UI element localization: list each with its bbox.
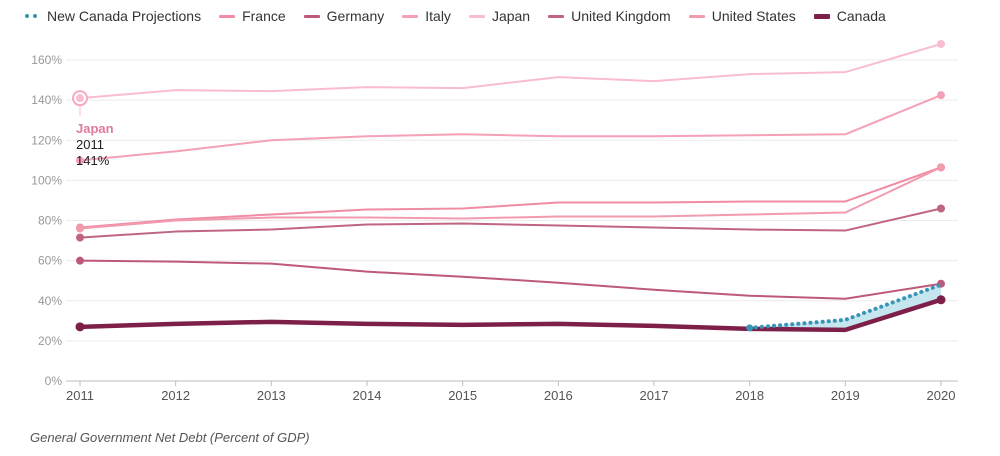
series-point-canada[interactable] bbox=[936, 295, 946, 305]
y-tick-label: 40% bbox=[38, 294, 62, 308]
series-point-canada[interactable] bbox=[75, 322, 85, 332]
legend-swatch bbox=[548, 14, 565, 18]
legend-item-new-canada-projections[interactable]: New Canada Projections bbox=[24, 8, 201, 24]
tooltip: Japan 2011 141% bbox=[72, 90, 114, 168]
y-tick-label: 80% bbox=[38, 214, 62, 228]
legend: New Canada Projections France Germany It… bbox=[24, 6, 904, 26]
series-line-germany[interactable] bbox=[79, 259, 942, 300]
legend-label: Japan bbox=[491, 8, 531, 24]
y-axis: 0% 20% 40% 60% 80% 100% 120% 140% 160% bbox=[31, 53, 62, 388]
legend-label: France bbox=[242, 8, 286, 24]
series-line-united-kingdom[interactable] bbox=[79, 207, 942, 239]
legend-label: New Canada Projections bbox=[47, 8, 202, 24]
series-point-new-canada-projections[interactable] bbox=[746, 324, 754, 332]
series-line-italy[interactable] bbox=[79, 94, 942, 162]
legend-item-united-states[interactable]: United States bbox=[688, 8, 796, 24]
x-tick-label: 2016 bbox=[544, 388, 573, 403]
x-tick-label: 2014 bbox=[353, 388, 382, 403]
legend-swatch bbox=[402, 14, 419, 18]
x-tick-label: 2013 bbox=[257, 388, 286, 403]
legend-label: United Kingdom bbox=[571, 8, 671, 24]
series-point-united-states[interactable] bbox=[937, 163, 945, 172]
y-tick-label: 0% bbox=[45, 374, 63, 388]
tooltip-year: 2011 bbox=[76, 137, 104, 152]
legend-swatch bbox=[24, 14, 40, 18]
y-tick-label: 160% bbox=[31, 53, 62, 67]
x-tick-label: 2020 bbox=[927, 388, 956, 403]
series-line-united-states[interactable] bbox=[79, 166, 942, 230]
legend-item-united-kingdom[interactable]: United Kingdom bbox=[548, 8, 671, 24]
legend-label: Germany bbox=[326, 8, 385, 24]
legend-item-france[interactable]: France bbox=[219, 8, 286, 24]
x-axis: 2011 2012 2013 2014 2015 2016 2017 2018 2019 2020 bbox=[66, 381, 955, 403]
x-tick-label: 2011 bbox=[66, 388, 94, 403]
series-line-france[interactable] bbox=[79, 166, 942, 229]
y-tick-label: 120% bbox=[31, 133, 62, 147]
tooltip-series: Japan bbox=[76, 121, 114, 136]
x-tick-label: 2019 bbox=[831, 388, 860, 403]
legend-swatch bbox=[219, 14, 236, 18]
series-point-italy[interactable] bbox=[937, 91, 945, 100]
chart-caption: General Government Net Debt (Percent of … bbox=[30, 430, 310, 445]
series-point-united-states[interactable] bbox=[76, 224, 84, 233]
y-tick-label: 60% bbox=[38, 254, 62, 268]
y-tick-label: 100% bbox=[31, 173, 62, 187]
y-tick-label: 140% bbox=[31, 93, 62, 107]
series-line-japan[interactable] bbox=[79, 43, 942, 100]
series-point-japan[interactable] bbox=[937, 40, 945, 49]
gridlines bbox=[66, 59, 958, 382]
legend-item-italy[interactable]: Italy bbox=[402, 8, 451, 24]
legend-item-germany[interactable]: Germany bbox=[303, 8, 385, 24]
tooltip-value: 141% bbox=[76, 153, 110, 168]
series-line-canada[interactable] bbox=[77, 297, 944, 333]
legend-swatch bbox=[813, 13, 830, 19]
x-tick-label: 2012 bbox=[161, 388, 190, 403]
legend-label: United States bbox=[711, 8, 796, 24]
legend-swatch bbox=[468, 14, 485, 18]
y-tick-label: 20% bbox=[38, 334, 62, 348]
series-point-united-kingdom[interactable] bbox=[76, 233, 84, 242]
legend-swatch bbox=[303, 14, 320, 18]
legend-label: Italy bbox=[425, 8, 451, 24]
projection-band bbox=[749, 284, 941, 330]
legend-label: Canada bbox=[836, 8, 886, 24]
series-point-united-kingdom[interactable] bbox=[937, 204, 945, 213]
legend-item-japan[interactable]: Japan bbox=[468, 8, 531, 24]
x-tick-label: 2018 bbox=[735, 388, 764, 403]
legend-item-canada[interactable]: Canada bbox=[813, 8, 886, 24]
x-tick-label: 2017 bbox=[640, 388, 669, 403]
x-tick-label: 2015 bbox=[448, 388, 477, 403]
series-line-new-canada-projections[interactable] bbox=[747, 282, 943, 330]
series-layer bbox=[75, 40, 946, 333]
series-point-italy[interactable] bbox=[76, 156, 84, 165]
legend-swatch bbox=[688, 14, 705, 18]
series-point-germany[interactable] bbox=[76, 256, 84, 265]
tooltip-point[interactable] bbox=[76, 94, 84, 103]
